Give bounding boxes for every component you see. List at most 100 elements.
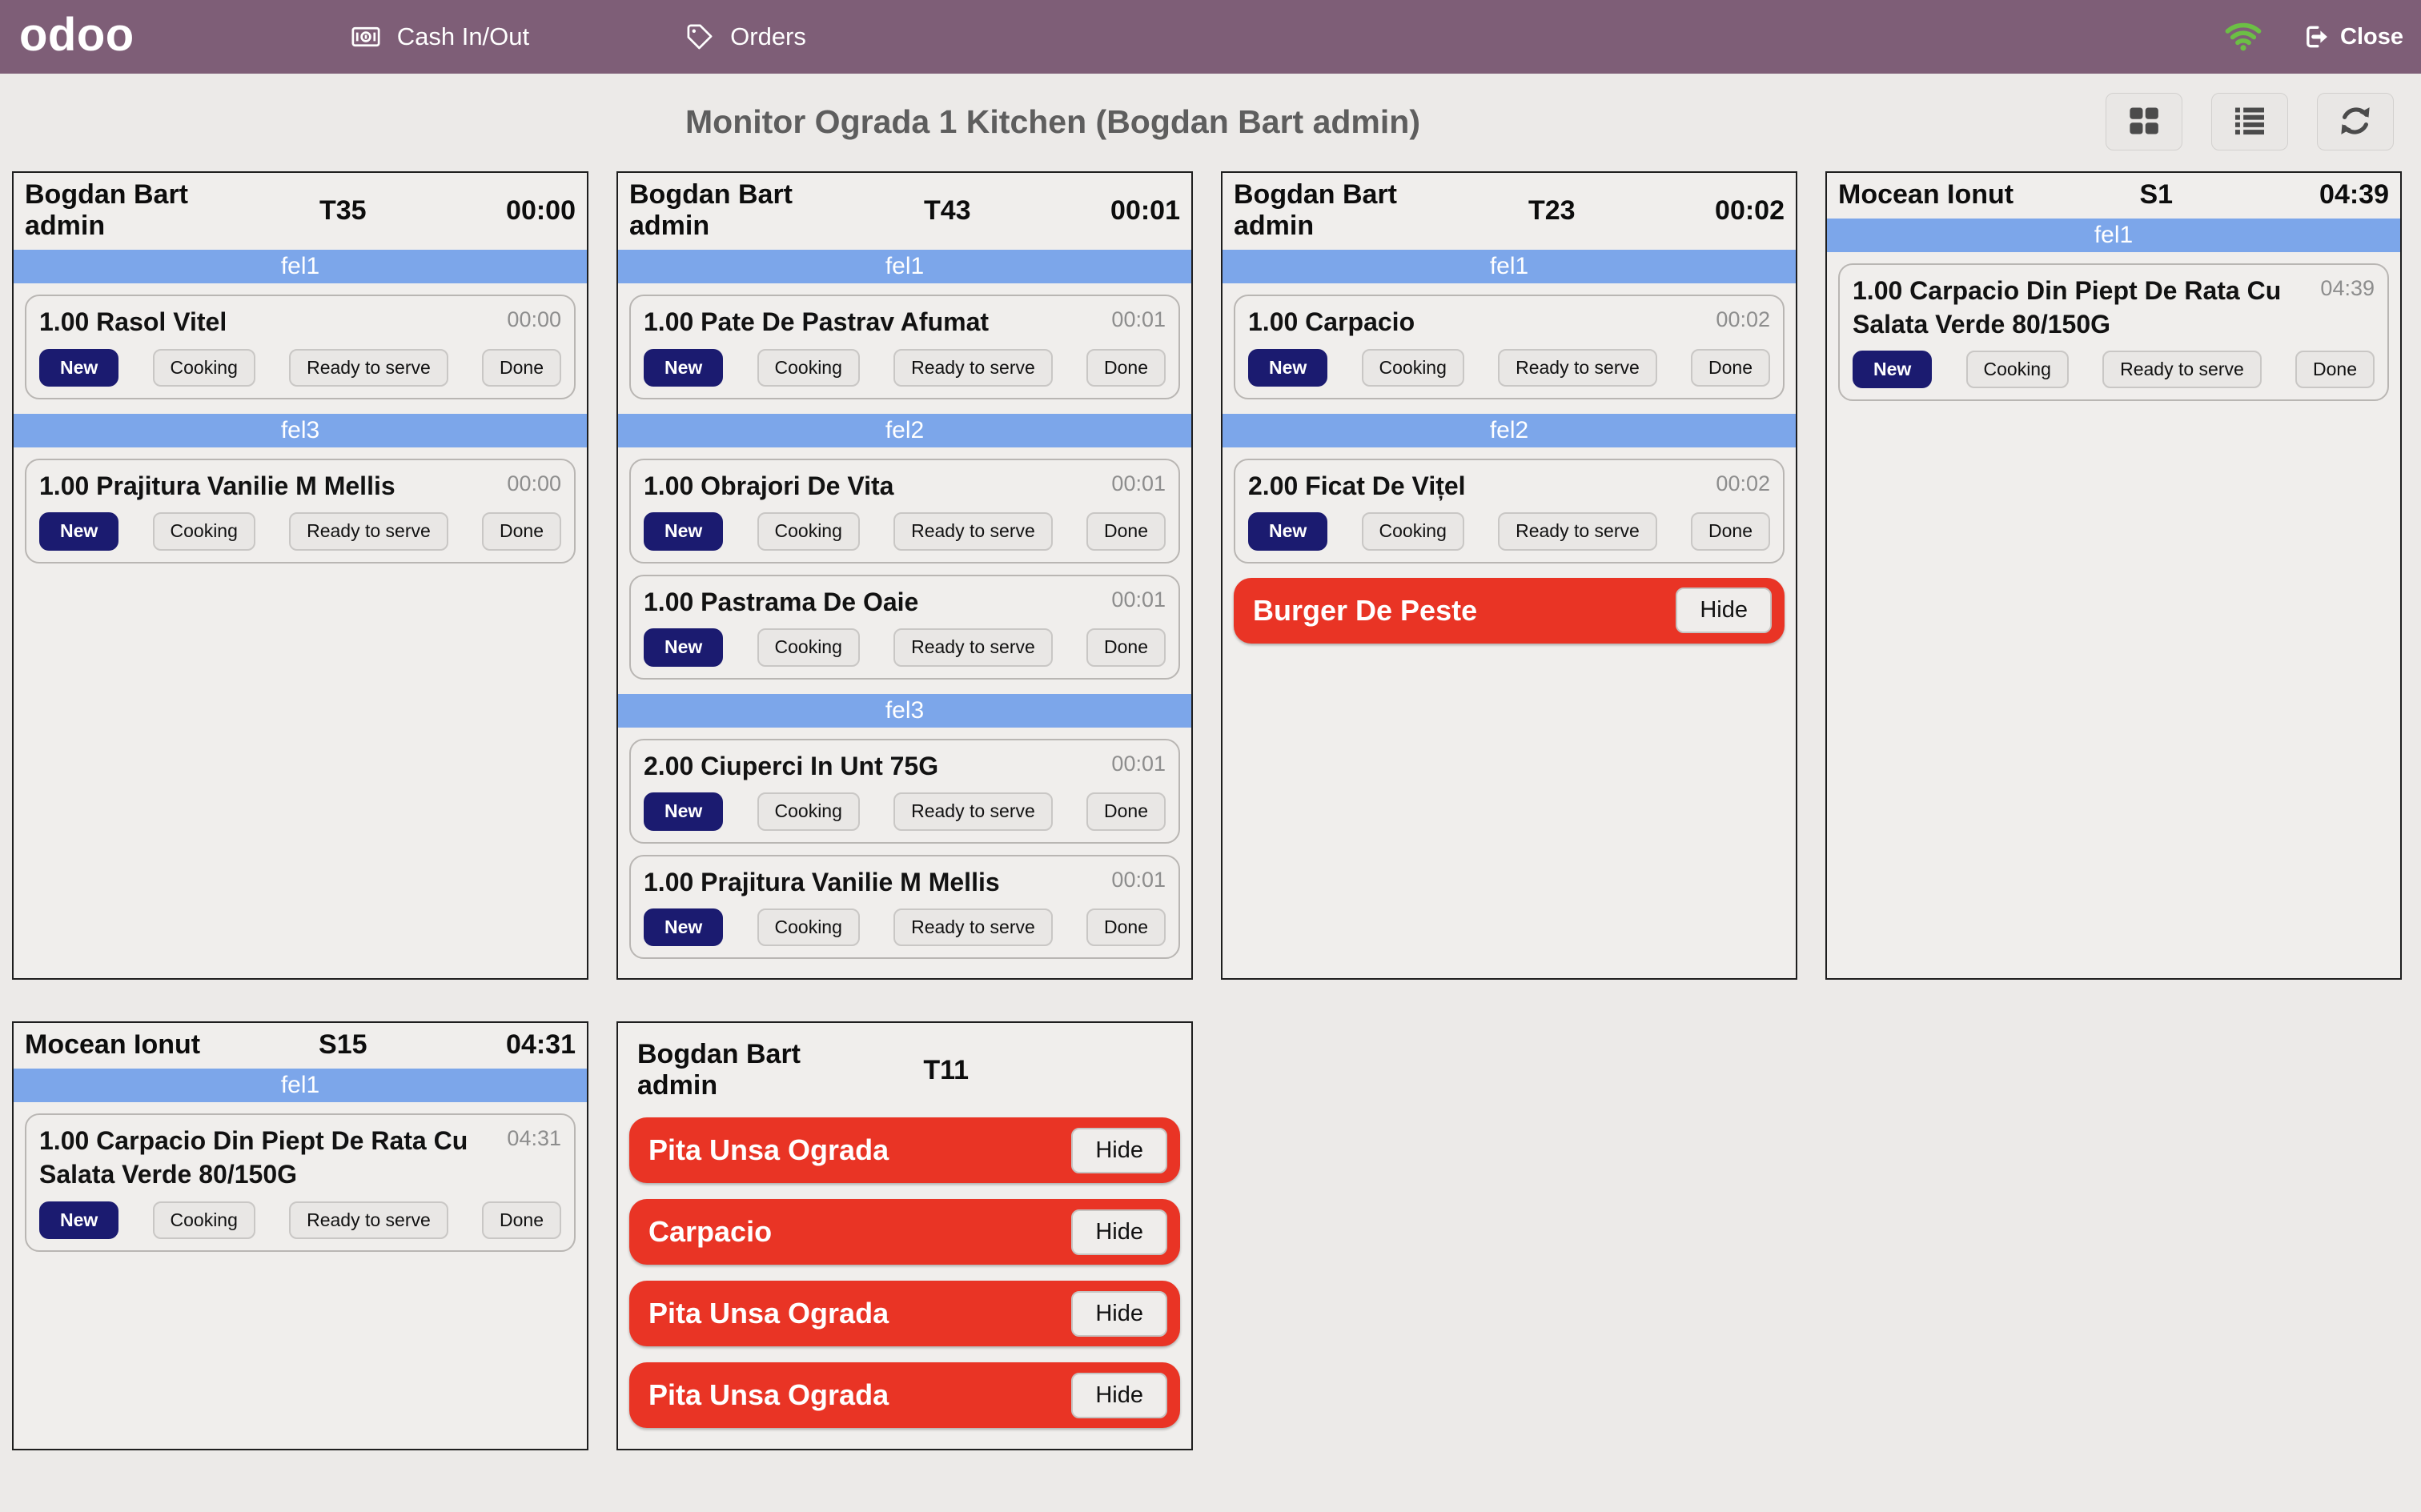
status-button-done[interactable]: Done	[1086, 628, 1166, 667]
status-button-cooking[interactable]: Cooking	[152, 512, 255, 551]
status-button-new[interactable]: New	[1248, 512, 1328, 551]
status-button-cooking[interactable]: Cooking	[757, 628, 860, 667]
item-timer: 00:01	[1111, 867, 1166, 892]
hide-button[interactable]: Hide	[1071, 1209, 1167, 1255]
order-item-top: 1.00 Rasol Vitel 00:00	[39, 306, 561, 339]
status-button-ready-to-serve[interactable]: Ready to serve	[893, 348, 1053, 387]
status-button-ready-to-serve[interactable]: Ready to serve	[289, 512, 448, 551]
stage-band: fel1	[1223, 250, 1796, 283]
item-name: 1.00 Obrajori De Vita	[644, 471, 894, 500]
order-item: 2.00 Ciuperci In Unt 75G 00:01 New Cooking R…	[629, 738, 1180, 844]
grid-view-icon	[2126, 102, 2162, 142]
order-item: 1.00 Rasol Vitel 00:00 New Cooking Ready to …	[25, 295, 576, 399]
order-item: 1.00 Prajitura Vanilie M Mellis 00:00 New C…	[25, 458, 576, 563]
status-button-ready-to-serve[interactable]: Ready to serve	[289, 348, 448, 387]
hide-button[interactable]: Hide	[1071, 1290, 1167, 1337]
list-view-button[interactable]	[2211, 93, 2288, 150]
status-button-new[interactable]: New	[39, 512, 119, 551]
status-button-done[interactable]: Done	[1691, 512, 1770, 551]
item-status-buttons: New Cooking Ready to serve Done	[39, 348, 561, 387]
status-button-cooking[interactable]: Cooking	[757, 348, 860, 387]
kitchen-display-app: odoo Cash In/Out	[0, 0, 2421, 1451]
status-button-new[interactable]: New	[39, 348, 119, 387]
status-button-cooking[interactable]: Cooking	[152, 348, 255, 387]
status-button-cooking[interactable]: Cooking	[757, 792, 860, 831]
status-button-done[interactable]: Done	[1086, 348, 1166, 387]
status-button-ready-to-serve[interactable]: Ready to serve	[893, 512, 1053, 551]
status-button-cooking[interactable]: Cooking	[757, 512, 860, 551]
status-button-new[interactable]: New	[39, 1201, 119, 1239]
nav-label: Orders	[730, 22, 806, 50]
status-button-new[interactable]: New	[644, 628, 724, 667]
order-card-header: Bogdan Bart admin T11	[618, 1023, 1191, 1114]
item-name: 1.00 Pate De Pastrav Afumat	[644, 307, 990, 336]
wifi-status-icon[interactable]	[2223, 15, 2263, 59]
status-button-cooking[interactable]: Cooking	[757, 908, 860, 947]
stage-band: fel2	[1223, 413, 1796, 447]
status-button-new[interactable]: New	[1248, 348, 1328, 387]
order-stage-section: fel1 1.00 Carpacio Din Piept De Rata Cu S…	[1827, 219, 2400, 412]
status-button-new[interactable]: New	[644, 348, 724, 387]
item-timer: 04:39	[2320, 276, 2375, 300]
status-button-ready-to-serve[interactable]: Ready to serve	[289, 1201, 448, 1239]
order-item: 1.00 Carpacio 00:02 New Cooking Ready to ser…	[1234, 295, 1785, 399]
status-button-done[interactable]: Done	[1086, 908, 1166, 947]
order-card: Mocean Ionut S1 04:39 fel1 1.00 Carpacio Din…	[1825, 171, 2402, 981]
status-button-done[interactable]: Done	[1086, 512, 1166, 551]
item-name: 2.00 Ficat De Vițel	[1248, 471, 1466, 500]
stage-band: fel1	[14, 1069, 587, 1103]
order-item-top: 1.00 Prajitura Vanilie M Mellis 00:01	[644, 866, 1166, 900]
item-name: 1.00 Rasol Vitel	[39, 307, 227, 336]
grid-view-button[interactable]	[2106, 93, 2182, 150]
status-button-cooking[interactable]: Cooking	[1965, 351, 2069, 389]
order-item-top: 1.00 Carpacio Din Piept De Rata Cu Salat…	[1853, 275, 2375, 341]
orders-grid: Bogdan Bart admin T35 00:00 fel1 1.00 Rasol …	[12, 171, 2402, 1451]
item-name: 1.00 Pastrama De Oaie	[644, 587, 919, 616]
refresh-button[interactable]	[2317, 93, 2394, 150]
order-item: 1.00 Carpacio Din Piept De Rata Cu Salat…	[25, 1113, 576, 1252]
order-item: 1.00 Obrajori De Vita 00:01 New Cooking Read…	[629, 458, 1180, 563]
alert-banner: Pita Unsa Ograda Hide	[629, 1281, 1180, 1347]
status-button-done[interactable]: Done	[482, 348, 561, 387]
order-stage-section: fel1 1.00 Carpacio 00:02 New Cooking Ready to…	[1223, 250, 1796, 411]
order-stage-section: fel1 1.00 Pate De Pastrav Afumat 00:01 New C…	[618, 250, 1191, 411]
status-button-cooking[interactable]: Cooking	[1361, 512, 1464, 551]
status-button-new[interactable]: New	[1853, 351, 1933, 389]
status-button-done[interactable]: Done	[1691, 348, 1770, 387]
hide-button[interactable]: Hide	[1676, 588, 1772, 634]
item-name: 2.00 Ciuperci In Unt 75G	[644, 751, 939, 780]
status-button-done[interactable]: Done	[482, 1201, 561, 1239]
item-name: 1.00 Carpacio Din Piept De Rata Cu Salat…	[1853, 276, 2282, 339]
order-stage-section: fel2 2.00 Ficat De Vițel 00:02 New Cooking Re…	[1223, 413, 1796, 575]
status-button-ready-to-serve[interactable]: Ready to serve	[893, 908, 1053, 947]
status-button-done[interactable]: Done	[2295, 351, 2375, 389]
status-button-new[interactable]: New	[644, 512, 724, 551]
status-button-done[interactable]: Done	[1086, 792, 1166, 831]
order-card: Mocean Ionut S15 04:31 fel1 1.00 Carpacio Di…	[12, 1021, 588, 1451]
item-status-buttons: New Cooking Ready to serve Done	[644, 792, 1166, 831]
list-view-icon	[2231, 102, 2268, 142]
item-status-buttons: New Cooking Ready to serve Done	[644, 628, 1166, 667]
status-button-new[interactable]: New	[644, 792, 724, 831]
order-stage-section: fel3 2.00 Ciuperci In Unt 75G 00:01 New Cook…	[618, 693, 1191, 971]
item-status-buttons: New Cooking Ready to serve Done	[1248, 348, 1770, 387]
status-button-ready-to-serve[interactable]: Ready to serve	[1498, 348, 1657, 387]
status-button-ready-to-serve[interactable]: Ready to serve	[893, 792, 1053, 831]
order-card-header: Bogdan Bart admin T23 00:02	[1223, 173, 1796, 250]
hide-button[interactable]: Hide	[1071, 1372, 1167, 1418]
status-button-done[interactable]: Done	[482, 512, 561, 551]
hide-button[interactable]: Hide	[1071, 1127, 1167, 1173]
nav-orders[interactable]: Orders	[685, 22, 806, 52]
item-name: 1.00 Carpacio	[1248, 307, 1415, 336]
status-button-cooking[interactable]: Cooking	[152, 1201, 255, 1239]
item-status-buttons: New Cooking Ready to serve Done	[39, 1201, 561, 1239]
status-button-ready-to-serve[interactable]: Ready to serve	[2102, 351, 2262, 389]
order-card-header: Mocean Ionut S15 04:31	[14, 1023, 587, 1069]
close-button[interactable]: Close	[2302, 22, 2403, 51]
nav-cash-in-out[interactable]: Cash In/Out	[351, 22, 529, 52]
item-status-buttons: New Cooking Ready to serve Done	[644, 512, 1166, 551]
status-button-cooking[interactable]: Cooking	[1361, 348, 1464, 387]
status-button-ready-to-serve[interactable]: Ready to serve	[1498, 512, 1657, 551]
status-button-ready-to-serve[interactable]: Ready to serve	[893, 628, 1053, 667]
status-button-new[interactable]: New	[644, 908, 724, 947]
